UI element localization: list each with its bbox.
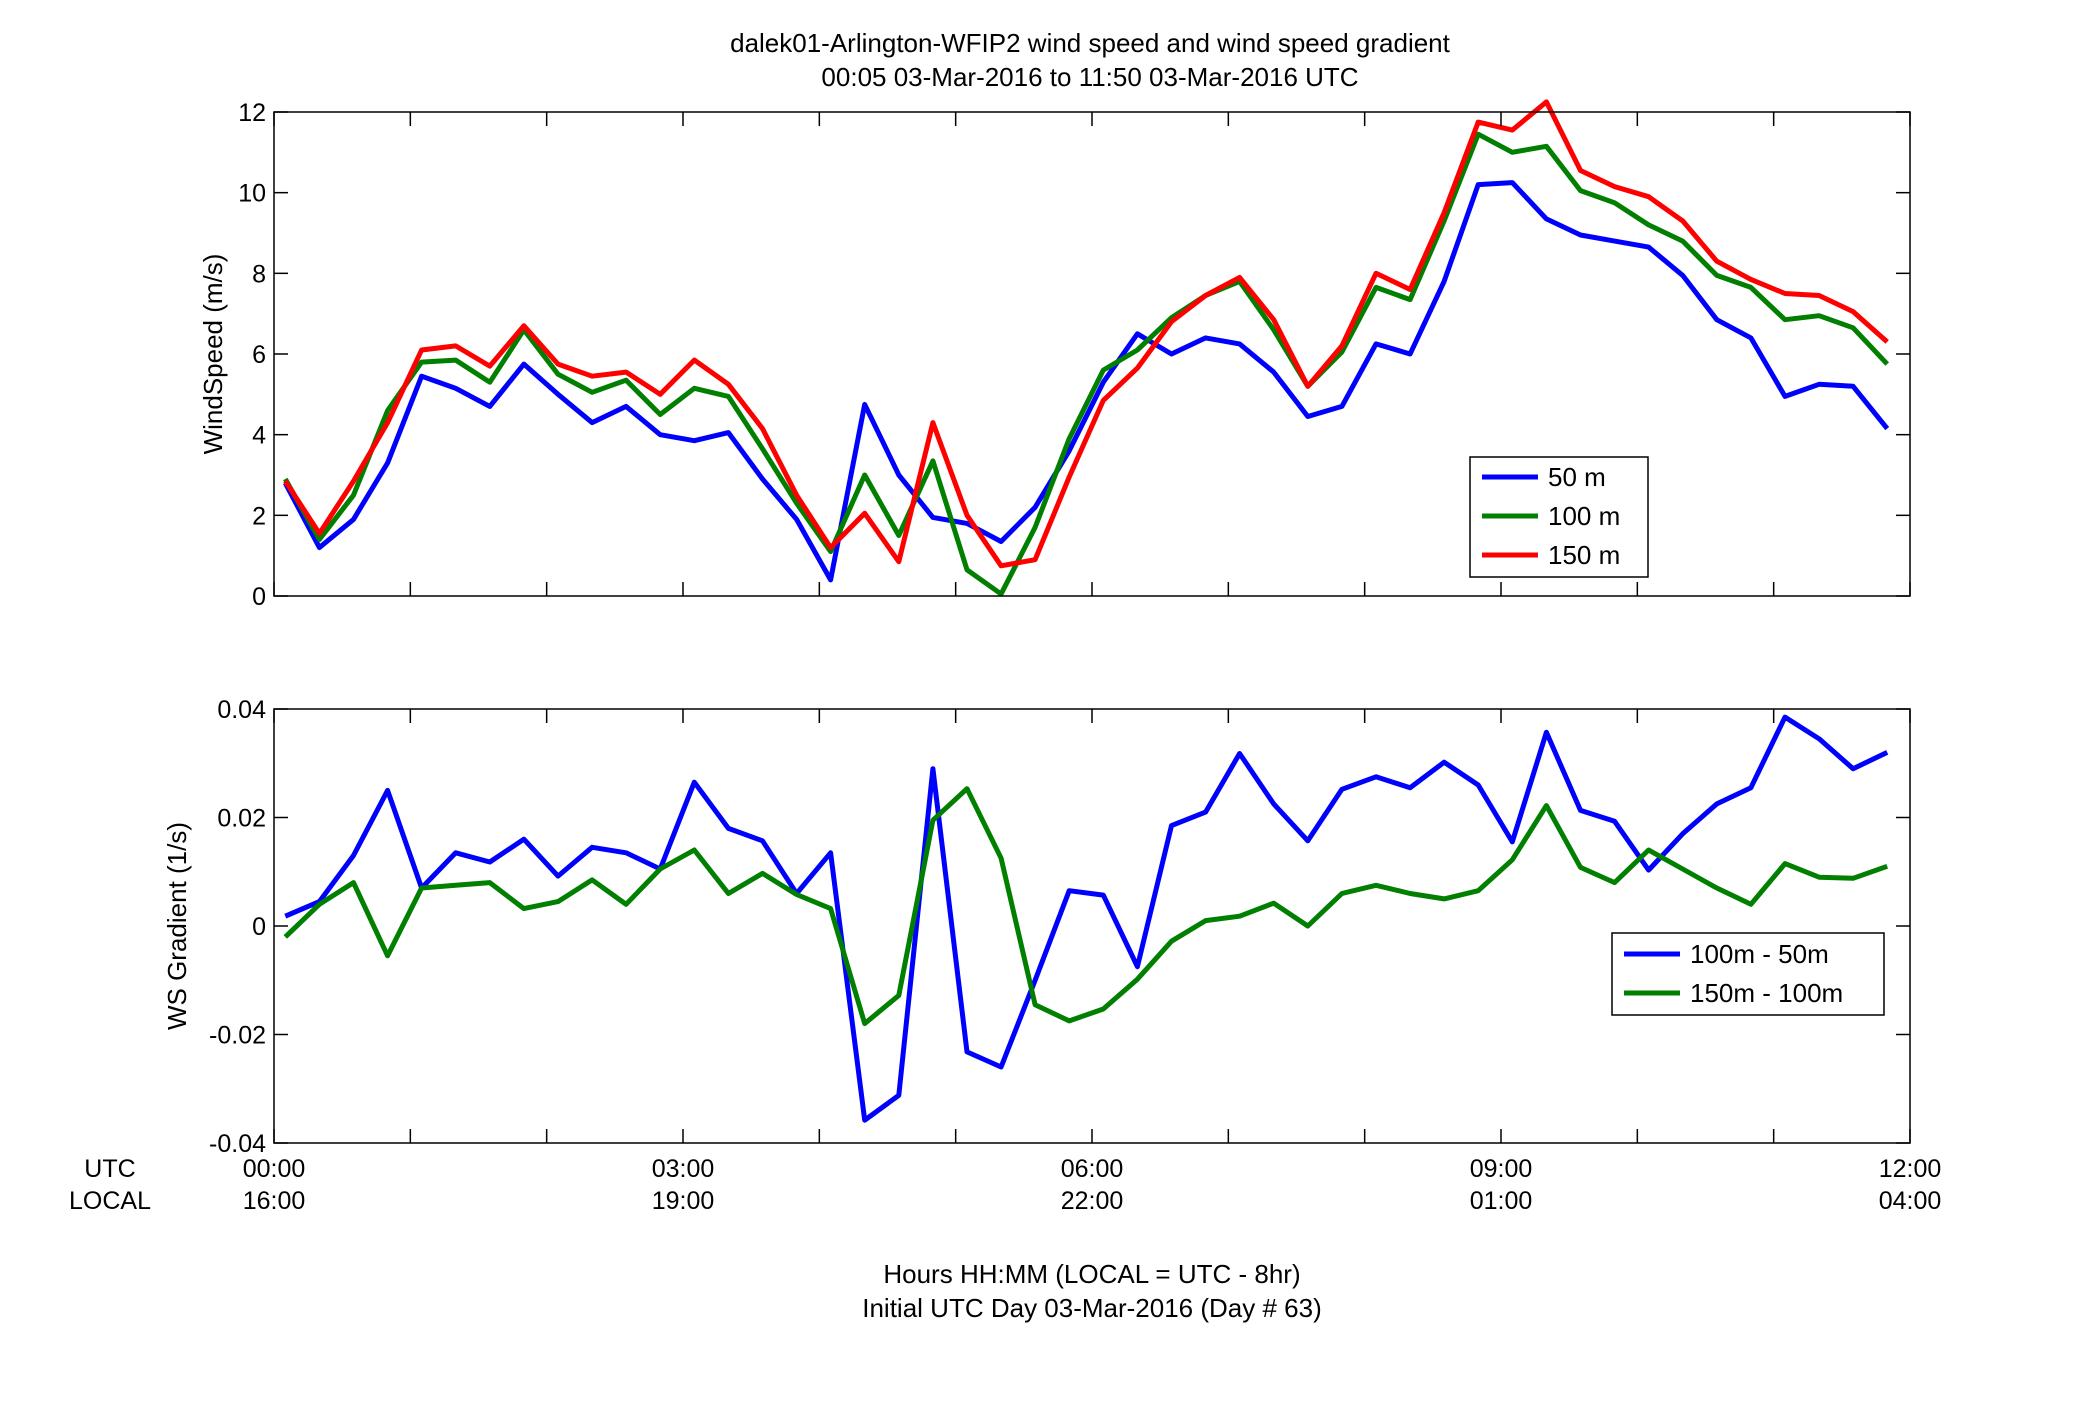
chart-title: dalek01-Arlington-WFIP2 wind speed and w… — [730, 28, 1451, 58]
local-tick-label: 19:00 — [652, 1187, 715, 1215]
y-tick-label: 4 — [252, 422, 266, 450]
utc-tick-label: 00:00 — [243, 1155, 306, 1183]
series-line-150m-100m — [283, 786, 1889, 1027]
y-tick-label: 0 — [252, 913, 266, 941]
y-tick-label: 0.02 — [217, 805, 266, 833]
local-row-label: LOCAL — [69, 1187, 151, 1215]
gradient-x-ticks — [273, 709, 1911, 1143]
gradient-axes-frame — [273, 708, 1911, 1144]
gradient-y-ticks: -0.04 -0.02 0 0.02 0.04 — [209, 696, 1910, 1158]
utc-tick-label: 09:00 — [1470, 1155, 1533, 1183]
series-line-100-m — [283, 131, 1890, 597]
y-tick-label: 10 — [238, 180, 266, 208]
utc-tick-label: 06:00 — [1061, 1155, 1124, 1183]
legend-label: 150m - 100m — [1690, 978, 1843, 1008]
local-tick-label: 16:00 — [243, 1187, 306, 1215]
legend-label: 150 m — [1548, 540, 1620, 570]
y-tick-label: 8 — [252, 260, 266, 288]
legend-label: 100m - 50m — [1690, 939, 1829, 969]
utc-row-label: UTC — [84, 1155, 135, 1183]
x-axis-label: Hours HH:MM (LOCAL = UTC - 8hr) — [883, 1259, 1300, 1289]
windspeed-axes-frame — [273, 111, 1911, 597]
y-tick-label: 2 — [252, 502, 266, 530]
local-tick-labels: 16:00 19:00 22:00 01:00 04:00 — [243, 1187, 1942, 1215]
windspeed-y-ticks: 0 2 4 6 8 10 12 — [238, 99, 1910, 611]
series-line-100m-50m — [284, 714, 1889, 1123]
gradient-legend-box — [1611, 932, 1885, 1016]
local-tick-label: 22:00 — [1061, 1187, 1124, 1215]
utc-tick-label: 03:00 — [652, 1155, 715, 1183]
gradient-series-group — [283, 714, 1889, 1123]
y-tick-label: 6 — [252, 341, 266, 369]
gradient-legend: 100m - 50m 150m - 100m — [1611, 932, 1885, 1016]
windspeed-series-group — [283, 99, 1890, 597]
x-axis-sublabel: Initial UTC Day 03-Mar-2016 (Day # 63) — [862, 1293, 1322, 1323]
y-tick-label: -0.02 — [209, 1022, 266, 1050]
y-tick-label: 12 — [238, 99, 266, 127]
legend-label: 100 m — [1548, 501, 1620, 531]
local-tick-label: 01:00 — [1470, 1187, 1533, 1215]
gradient-ylabel: WS Gradient (1/s) — [162, 822, 192, 1030]
utc-tick-label: 12:00 — [1879, 1155, 1942, 1183]
y-tick-label: 0 — [252, 583, 266, 611]
local-tick-label: 04:00 — [1879, 1187, 1942, 1215]
chart-subtitle: 00:05 03-Mar-2016 to 11:50 03-Mar-2016 U… — [821, 62, 1358, 92]
series-line-150-m — [283, 99, 1889, 569]
utc-tick-labels: 00:00 03:00 06:00 09:00 12:00 — [243, 1155, 1942, 1183]
windspeed-ylabel: WindSpeed (m/s) — [198, 254, 228, 455]
legend-label: 50 m — [1548, 462, 1606, 492]
windspeed-x-ticks — [273, 112, 1911, 596]
windspeed-panel: 0 2 4 6 8 10 12 WindSpeed (m/s) 50 m 100 m 150 m — [198, 99, 1911, 611]
y-tick-label: -0.04 — [209, 1130, 266, 1158]
series-line-50-m — [283, 180, 1890, 583]
y-tick-label: 0.04 — [217, 696, 266, 724]
windspeed-legend: 50 m 100 m 150 m — [1469, 456, 1649, 578]
gradient-panel: -0.04 -0.02 0 0.02 0.04 WS Gradient (1/s) 10… — [162, 696, 1911, 1158]
